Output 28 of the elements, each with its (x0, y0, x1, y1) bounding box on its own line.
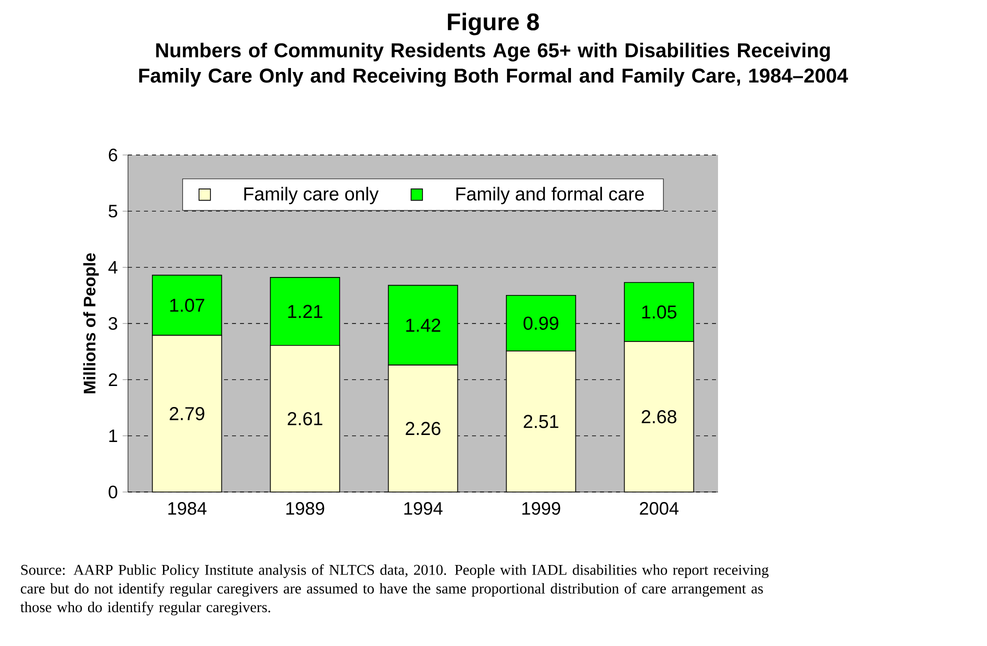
legend-label: Family and formal care (456, 186, 644, 204)
x-tick-label: 2004 (640, 502, 679, 515)
y-tick-label: 1 (109, 430, 118, 442)
y-tick-label: 3 (108, 317, 118, 330)
data-label: 2.61 (288, 412, 322, 426)
data-label: 1.05 (642, 305, 676, 319)
x-tick-label: 1999 (522, 502, 560, 515)
data-label: 2.26 (406, 422, 440, 436)
y-tick-label: 6 (108, 148, 118, 162)
x-tick-label: 1994 (404, 502, 442, 515)
chart-title: Figure 8 (448, 12, 539, 36)
y-tick-label: 0 (108, 486, 118, 498)
source-note: Source: AARP Public Policy Institute analysis of NLTCS data, 2010. People with IADL disabilities who report receiving care but do not identify regular caregivers are assumed to have the same proportional distribution of care arrangement as those who do identify regular caregivers. (20, 564, 769, 616)
x-tick-label: 1984 (168, 502, 206, 515)
data-label: 1.21 (288, 304, 322, 318)
legend-label: Family care only (244, 186, 379, 204)
y-tick-label: 4 (108, 261, 118, 274)
y-axis-title: Millions of People (83, 253, 99, 394)
y-tick-label: 5 (108, 204, 118, 218)
data-label: 2.68 (642, 410, 676, 424)
data-label: 2.51 (524, 414, 558, 428)
data-label: 1.07 (170, 298, 204, 312)
data-label: 0.99 (524, 316, 558, 330)
data-label: 1.42 (406, 318, 440, 332)
chart-subtitle: Numbers of Community Residents Age 65+ with Disabilities Receiving Family Care Only and Receiving Both Formal and Family Care, 1984–2004 (139, 42, 848, 87)
x-tick-label: 1989 (286, 502, 324, 515)
y-tick-label: 2 (108, 373, 118, 386)
data-label: 2.79 (170, 407, 204, 420)
